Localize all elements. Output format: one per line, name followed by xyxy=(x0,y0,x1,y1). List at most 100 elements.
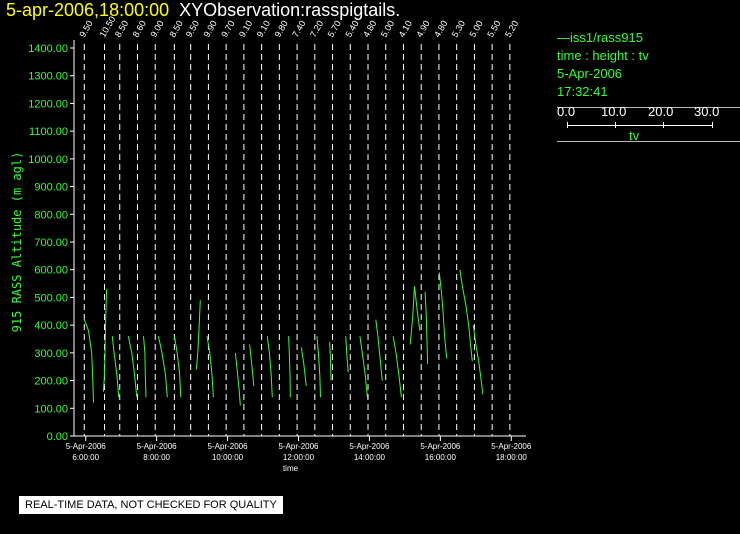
profile-label: 9.10 xyxy=(255,19,272,39)
y-tick-label: 400.00 xyxy=(34,320,68,332)
y-tick-label: 700.00 xyxy=(34,237,68,249)
scale-tick xyxy=(712,122,713,128)
profile-label: 4.10 xyxy=(397,19,414,39)
rass-profile-trace xyxy=(143,336,147,398)
scale-label: tv xyxy=(629,128,640,143)
profile-label: 7.20 xyxy=(308,19,325,39)
x-tick-date: 5-Apr-2006 xyxy=(491,442,532,451)
x-tick-time: 16:00:00 xyxy=(425,453,457,462)
x-tick-time: 10:00:00 xyxy=(212,453,244,462)
profile-label: 4.90 xyxy=(414,19,431,39)
x-tick-date: 5-Apr-2006 xyxy=(278,442,319,451)
rass-profile-trace xyxy=(409,286,421,345)
legend-series-name: iss1/rass915 xyxy=(570,30,643,45)
scale-tick-label: 20.0 xyxy=(648,104,674,119)
rass-profile-trace xyxy=(300,347,307,387)
rass-profile-trace xyxy=(392,336,402,398)
profile-label: 5.40 xyxy=(343,19,360,39)
title-datetime: 5-apr-2006,18:00:00 xyxy=(6,0,170,20)
profile-label: 9.90 xyxy=(201,19,218,39)
y-tick-label: 200.00 xyxy=(34,376,68,388)
x-axis-label: time xyxy=(283,464,299,473)
rass-profile-trace xyxy=(249,344,255,387)
scale-bar xyxy=(567,125,713,126)
legend-time: 17:32:41 xyxy=(557,84,608,99)
profile-label: 8.60 xyxy=(131,19,148,39)
profile-label: 4.80 xyxy=(361,19,378,39)
profile-label: 9.50 xyxy=(77,19,94,39)
y-tick-label: 500.00 xyxy=(34,292,68,304)
x-tick-time: 18:00:00 xyxy=(496,453,528,462)
profile-label: 5.50 xyxy=(485,19,502,39)
x-tick-date: 5-Apr-2006 xyxy=(137,442,178,451)
scale-tick-label: 0.0 xyxy=(557,104,576,119)
profile-label: 5.00 xyxy=(379,19,396,39)
rass-profile-trace xyxy=(438,272,448,359)
y-tick-label: 1400.00 xyxy=(28,43,68,55)
rass-profile-trace xyxy=(206,336,214,398)
profile-label: 5.70 xyxy=(326,19,343,39)
y-tick-label: 1300.00 xyxy=(28,71,68,83)
y-tick-label: 800.00 xyxy=(34,209,68,221)
y-tick-label: 1100.00 xyxy=(29,126,68,138)
rass-profile-trace xyxy=(345,336,349,373)
y-tick-label: 1000.00 xyxy=(28,154,68,166)
quality-disclaimer: REAL-TIME DATA, NOT CHECKED FOR QUALITY xyxy=(19,496,283,514)
legend-divider xyxy=(557,107,740,108)
scale-tick xyxy=(615,122,616,128)
chart-title: 5-apr-2006,18:00:00 XYObservation:rasspig… xyxy=(6,0,400,21)
scale-tick-label: 10.0 xyxy=(601,104,627,119)
profile-label: 4.80 xyxy=(432,19,449,39)
color-scale: 0.0 10.0 20.0 30.0 tv xyxy=(557,104,740,144)
y-tick-label: 0.00 xyxy=(47,431,68,443)
rass-profile-trace xyxy=(83,319,94,403)
y-tick-label: 100.00 xyxy=(34,403,68,415)
scale-divider xyxy=(557,141,740,142)
x-tick-time: 12:00:00 xyxy=(283,453,315,462)
x-tick-time: 6:00:00 xyxy=(72,453,99,462)
x-tick-time: 8:00:00 xyxy=(143,453,170,462)
x-tick-date: 5-Apr-2006 xyxy=(66,442,107,451)
profile-label: 5.00 xyxy=(467,19,484,39)
scale-tick-label: 30.0 xyxy=(694,104,720,119)
x-tick-date: 5-Apr-2006 xyxy=(420,442,461,451)
rass-profile-trace xyxy=(173,336,182,398)
y-tick-label: 1200.00 xyxy=(28,98,68,110)
rass-profile-trace xyxy=(316,336,321,398)
y-tick-label: 900.00 xyxy=(34,182,68,194)
rass-profile-trace xyxy=(266,336,273,398)
rass-profile-trace xyxy=(111,336,120,398)
rass-profile-trace xyxy=(459,269,473,362)
rass-profile-trace xyxy=(424,291,429,364)
rass-profile-trace xyxy=(329,341,332,381)
legend: —iss1/rass915 time : height : tv 5-Apr-2… xyxy=(557,29,740,108)
rass-profile-trace xyxy=(102,289,108,392)
profile-label: 7.40 xyxy=(290,19,307,39)
rass-profile-trace xyxy=(472,325,484,395)
y-tick-label: 600.00 xyxy=(34,265,68,277)
scale-tick xyxy=(663,122,664,128)
profile-label: 8.50 xyxy=(167,19,184,39)
profile-label: 9.80 xyxy=(272,19,289,39)
y-tick-label: 300.00 xyxy=(34,348,68,360)
profile-label: 9.10 xyxy=(237,19,254,39)
profile-label: 9.70 xyxy=(219,19,236,39)
rass-profile-trace xyxy=(234,352,241,406)
legend-description: time : height : tv xyxy=(557,48,649,63)
rass-profile-trace xyxy=(375,319,383,381)
legend-series: —iss1/rass915 xyxy=(557,30,643,45)
rass-profile-trace xyxy=(157,336,168,398)
title-observation: XYObservation:rasspigtails. xyxy=(179,0,401,20)
rass-profile-trace xyxy=(288,336,291,398)
rass-profile-trace xyxy=(127,336,138,398)
x-tick-date: 5-Apr-2006 xyxy=(208,442,249,451)
profile-label: 5.20 xyxy=(503,19,520,39)
rass-profile-trace xyxy=(359,336,369,401)
x-tick-time: 14:00:00 xyxy=(354,453,386,462)
y-axis-label: 915 RASS Altitude (m agl) xyxy=(10,152,24,333)
legend-date: 5-Apr-2006 xyxy=(557,66,623,81)
x-tick-date: 5-Apr-2006 xyxy=(349,442,390,451)
profile-label: 5.30 xyxy=(450,19,467,39)
rass-profile-trace xyxy=(195,300,201,370)
